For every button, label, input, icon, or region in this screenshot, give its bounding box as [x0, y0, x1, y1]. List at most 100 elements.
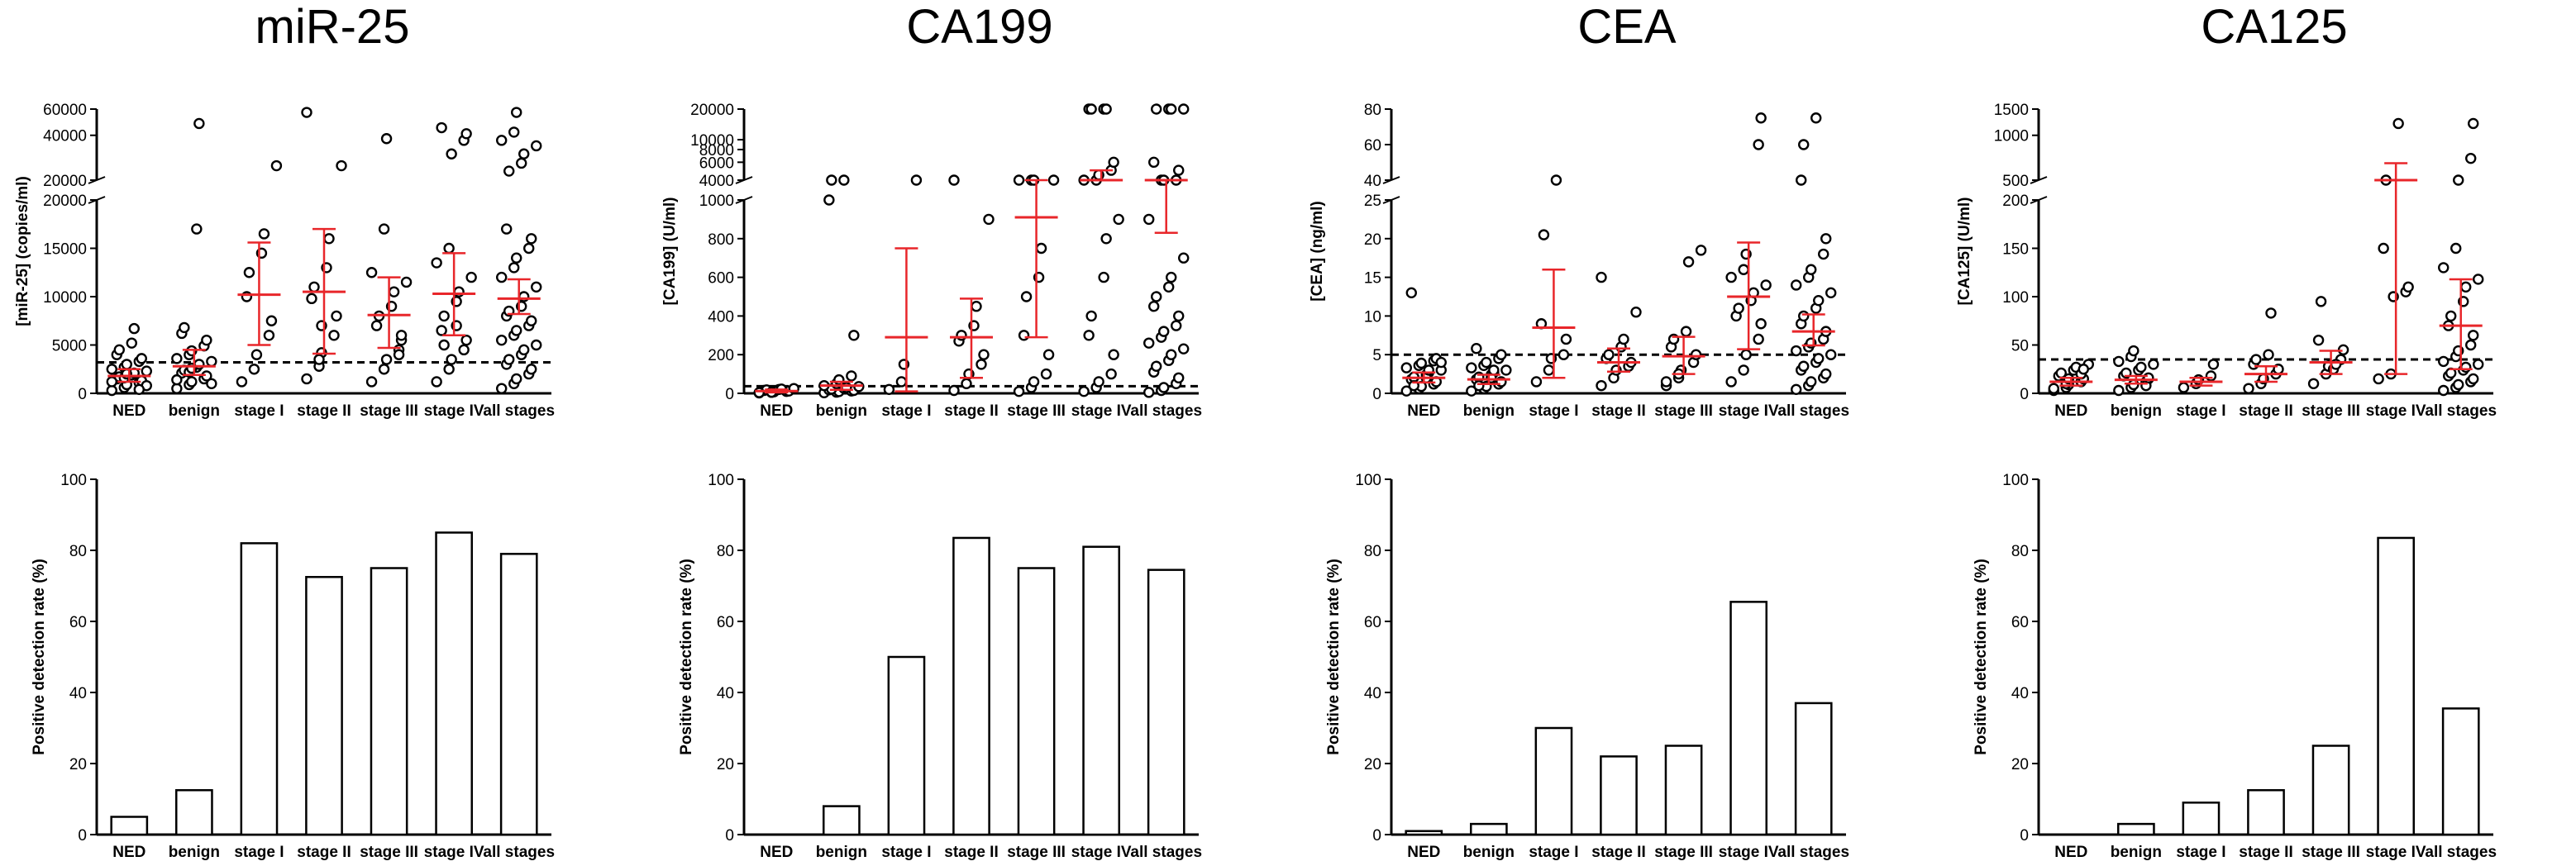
data-point: [961, 378, 972, 389]
data-point: [1405, 287, 1417, 299]
bar-category-label: all stages: [1130, 844, 1202, 861]
data-point: [263, 330, 275, 341]
data-point: [2378, 242, 2389, 255]
chart-title: CEA: [1577, 0, 1677, 54]
data-point: [516, 157, 527, 169]
data-point: [201, 334, 212, 346]
category-label: NED: [760, 402, 793, 420]
bar-y-tick-label: 80: [69, 543, 87, 560]
data-point: [1796, 174, 1807, 186]
data-point: [1040, 368, 1052, 380]
data-point: [328, 330, 340, 341]
data-point: [443, 364, 455, 375]
data-point: [1113, 213, 1124, 226]
data-point: [1178, 103, 1190, 115]
data-point: [1488, 364, 1500, 376]
data-point: [171, 374, 183, 386]
category-label: benign: [2111, 402, 2162, 420]
category-label: stage II: [2239, 402, 2292, 420]
data-point: [2312, 334, 2325, 346]
data-point: [1093, 376, 1104, 388]
data-point: [971, 301, 982, 312]
bar-category-label: NED: [112, 844, 145, 861]
bar-y-axis-label: Positive detection rate (%): [678, 559, 695, 755]
data-point: [141, 365, 152, 377]
data-point: [2113, 384, 2125, 397]
y-tick-label: 800: [708, 231, 734, 249]
data-point: [1108, 156, 1119, 169]
data-point: [2438, 384, 2450, 397]
data-point: [1825, 349, 1837, 360]
data-point: [526, 233, 537, 245]
data-point: [1753, 333, 1764, 345]
data-point: [453, 286, 465, 297]
data-point: [1618, 333, 1629, 345]
data-point: [2243, 383, 2254, 394]
data-point: [948, 174, 960, 186]
data-point: [2265, 307, 2277, 319]
chart-panel-1: CA19902004006008001000400060008000100002…: [661, 0, 1202, 861]
data-point: [2250, 354, 2262, 365]
data-point: [1690, 349, 1702, 360]
data-point: [460, 128, 472, 140]
y-tick-label: 200: [2002, 193, 2029, 210]
data-point: [1481, 356, 1492, 369]
y-tick-label: 40: [1364, 173, 1381, 190]
bar: [2117, 822, 2155, 836]
data-point: [1810, 112, 1822, 124]
bar: [1405, 830, 1443, 836]
category-label: stage IV: [2366, 402, 2426, 420]
data-point: [2468, 330, 2479, 341]
data-point: [508, 262, 520, 274]
data-point: [1791, 383, 1802, 396]
category-label: stage I: [234, 402, 284, 420]
data-point: [193, 117, 205, 130]
data-point: [1558, 349, 1570, 360]
data-point: [508, 126, 520, 138]
data-point: [2468, 373, 2479, 385]
data-point: [395, 330, 408, 341]
y-tick-label: 8000: [699, 142, 734, 159]
data-point: [1530, 376, 1543, 388]
data-point: [1753, 139, 1764, 150]
data-point: [1500, 364, 1512, 376]
category-label: stage IV: [1071, 402, 1132, 420]
y-tick-label: 6000: [699, 155, 734, 172]
bar: [2182, 802, 2221, 836]
category-label: stage III: [2302, 402, 2360, 420]
y-tick-label: 4000: [699, 173, 734, 190]
data-point: [458, 344, 470, 356]
data-point: [2453, 174, 2464, 186]
data-point: [2373, 373, 2384, 385]
data-point: [2402, 281, 2414, 293]
data-point: [308, 281, 320, 293]
data-point: [1473, 379, 1485, 392]
data-point: [2330, 359, 2342, 370]
y-tick-label: 20: [1364, 231, 1381, 249]
data-point: [1740, 349, 1752, 360]
data-point: [1738, 264, 1749, 275]
bar-category-label: stage IV: [1071, 844, 1132, 861]
data-point: [496, 334, 508, 346]
y-tick-label: 150: [2002, 241, 2029, 259]
data-point: [1083, 330, 1095, 341]
data-point: [1018, 330, 1030, 341]
bar-y-tick-label: 60: [717, 614, 734, 631]
category-label: stage I: [2176, 402, 2225, 420]
bar: [2441, 707, 2480, 836]
bar-y-tick-label: 80: [2011, 543, 2029, 560]
bar-category-label: all stages: [2425, 844, 2497, 861]
bar: [1082, 545, 1121, 836]
data-point: [1151, 291, 1162, 302]
data-point: [1596, 271, 1607, 283]
bar-category-label: stage II: [1591, 844, 1645, 861]
data-point: [2128, 345, 2140, 357]
bar-y-tick-label: 100: [2002, 472, 2029, 489]
data-point: [393, 349, 405, 360]
data-point: [1151, 103, 1162, 115]
bar-category-label: stage III: [1654, 844, 1713, 861]
data-point: [976, 359, 987, 370]
data-point: [1733, 302, 1744, 314]
